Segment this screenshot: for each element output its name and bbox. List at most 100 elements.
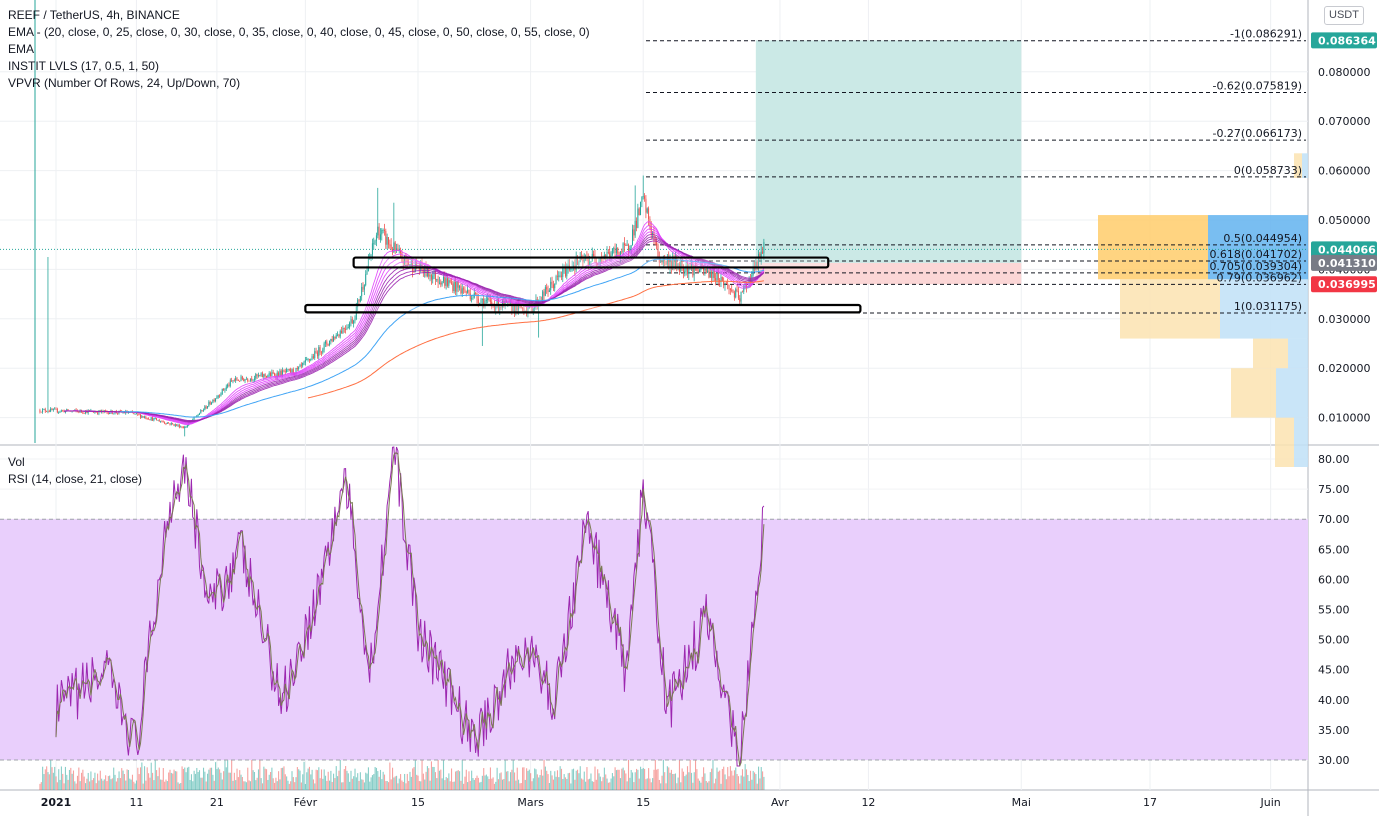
volume-bar [759,778,761,790]
candle-body [582,256,584,262]
legend-ema-ribbon[interactable]: EMA - (20, close, 0, 25, close, 0, 30, c… [8,25,590,39]
long-position-tool[interactable] [755,40,1022,285]
candle-body [296,367,298,370]
volume-bar [78,767,80,790]
rsi-tick-label: 50.00 [1318,634,1350,647]
volume-bar [168,772,170,790]
legend-vpvr[interactable]: VPVR (Number Of Rows, 24, Up/Down, 70) [8,76,241,90]
volume-bar [662,755,664,790]
volume-bar [685,774,687,790]
volume-bar [205,781,207,790]
candle-body [634,220,636,236]
vp-row-up [1275,417,1294,467]
candle-body [366,271,368,275]
volume-bar [181,766,183,790]
volume-bar [476,775,478,790]
volume-bar [763,776,765,790]
price-pane-bg [0,0,1308,443]
symbol-title[interactable]: REEF / TetherUS, 4h, BINANCE [8,8,180,22]
candle-body [138,414,140,416]
candle-body [762,251,764,254]
candle-body [564,266,566,277]
volume-bar [594,766,596,790]
price-label-text: 0.044066 [1318,243,1376,256]
candle-body [206,406,208,409]
volume-bar [307,768,309,790]
volume-bar [409,771,411,790]
candle-body [578,262,580,265]
candle-body [331,339,333,342]
vp-row-up [1253,338,1288,369]
volume-bar [567,773,569,790]
vp-row-up [1120,279,1220,339]
ema-orange-line [307,280,765,399]
volume-bar [740,775,742,790]
volume-bar [239,770,241,790]
currency-button[interactable]: USDT [1324,6,1364,25]
candle-body [495,306,497,310]
volume-bar [645,779,647,790]
volume-bar [267,779,269,790]
volume-bar [228,772,230,790]
candle-body [148,418,150,420]
volume-bar [414,732,416,790]
candle-body [562,268,564,277]
candle-body [485,300,487,301]
fib-level-label: -0.62(0.075819) [1212,79,1302,92]
volume-bar [105,775,107,790]
candle-body [139,414,141,418]
volume-bar [544,766,546,790]
candle-body [300,364,302,366]
candle-body [333,336,335,342]
volume-bar [176,771,178,790]
volume-bar [68,769,71,790]
volume-bar [177,782,179,790]
volume-bar [630,769,632,790]
candle-body [489,299,491,302]
candle-body [736,289,738,291]
candle-body [532,308,534,313]
candle-body [213,399,215,402]
fibonacci-levels[interactable]: -1(0.086291) -0.62(0.075819) -0.27(0.06617… [0,28,1308,314]
volume-bar [265,769,268,790]
volume-bar [468,771,470,790]
candle-body [499,306,501,311]
legend-vol[interactable]: Vol [8,455,25,469]
candle-body [307,359,309,360]
volume-bar [229,772,231,790]
rsi-tick-label: 45.00 [1318,664,1350,677]
candle-body [721,276,723,282]
candle-body [657,244,659,258]
volume-bar [76,775,79,790]
candle-body [274,373,276,376]
vp-row-down [1276,368,1308,418]
legend-instit-lvls[interactable]: INSTIT LVLS (17, 0.5, 1, 50) [8,59,159,73]
volume-bar [142,783,144,790]
volume-bar [441,778,443,790]
vp-row-down [1288,338,1308,369]
candle-body [491,301,493,305]
drawn-rectangles[interactable] [304,256,862,314]
price-axes[interactable]: 0.0100000.0200000.0300000.0400000.050000… [1318,66,1371,767]
candle-body [496,299,498,307]
candle-body [668,257,670,268]
candle-body [172,423,174,425]
legend-rsi[interactable]: RSI (14, close, 21, close) [8,472,143,486]
volume-bar [170,772,172,790]
candle-body [670,260,672,268]
candle-body [55,408,57,410]
legend-ema[interactable]: EMA [8,42,35,56]
fib-level-label: 0.79(0.036962) [1216,271,1302,284]
candle-body [725,282,727,284]
volume-bar [119,778,121,790]
candle-body [448,280,450,286]
volume-bar [44,769,46,790]
volume-bar [634,772,636,790]
fib-level-label: -0.27(0.066173) [1212,127,1302,140]
volume-bar [394,776,396,790]
candle-body [467,289,469,293]
time-axis[interactable]: 2021 11 21 Févr 15 Mars 15 Avr 12 Mai 17 Juin [41,796,1281,809]
candle-body [390,244,392,249]
volume-bar [404,773,406,790]
